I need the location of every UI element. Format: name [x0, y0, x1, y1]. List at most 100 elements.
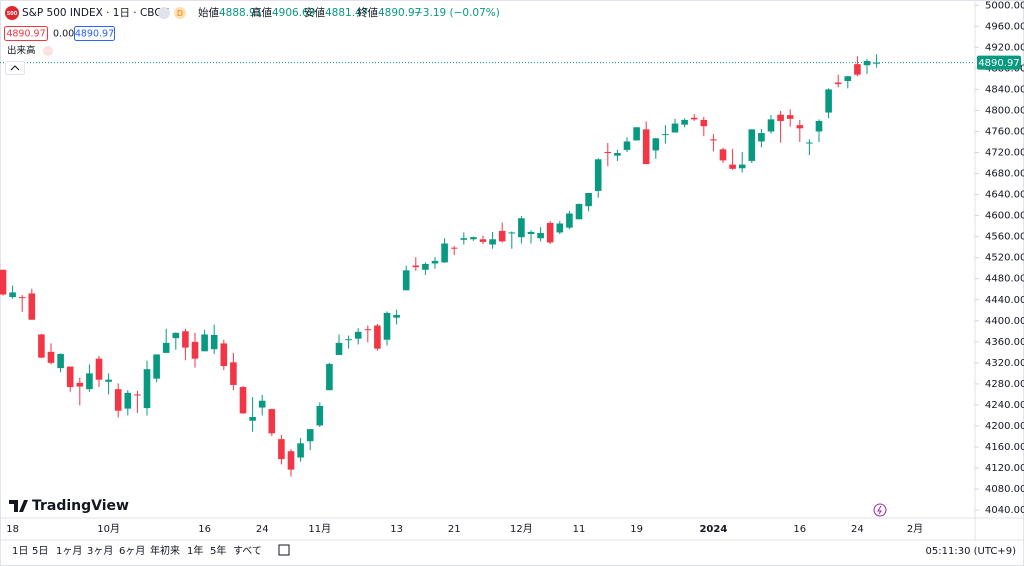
candle-body: [834, 82, 842, 85]
candle-body: [134, 394, 141, 396]
candle-body: [335, 342, 343, 355]
candle-body: [297, 443, 304, 458]
x-tick-label: 10月: [97, 523, 120, 535]
range-button[interactable]: 5日: [32, 546, 48, 557]
candle-body: [326, 363, 333, 391]
range-button[interactable]: 年初来: [150, 544, 180, 557]
candle-body: [86, 373, 93, 390]
candle-body: [249, 417, 256, 421]
close-value: 4890.97: [378, 7, 421, 19]
candle-body: [719, 149, 727, 161]
clock: 05:11:30 (UTC+9): [926, 546, 1017, 557]
open-value: 4888.91: [219, 7, 262, 19]
candle-body: [306, 429, 314, 442]
close-label: 終値: [357, 6, 378, 19]
candle-body: [57, 353, 64, 369]
range-button[interactable]: 1年: [187, 544, 203, 557]
candle-body: [767, 119, 775, 132]
range-button[interactable]: 1ヶ月: [56, 545, 82, 557]
interval-badge-text: D: [177, 9, 183, 18]
y-tick-label: 4560.00: [985, 232, 1024, 243]
status-dot: [158, 7, 170, 19]
y-tick-label: 4480.00: [985, 274, 1024, 285]
x-tick-label: 2月: [907, 523, 923, 535]
range-toolbar: 1日 5日 1ヶ月 3ヶ月 6ヶ月 年初来 1年 5年 すべて: [12, 544, 262, 557]
y-tick-label: 4160.00: [985, 442, 1024, 453]
candle-body: [566, 213, 573, 228]
candle-body: [393, 315, 400, 318]
candle-body: [537, 232, 544, 239]
collapse-button[interactable]: [5, 61, 25, 75]
volume-label[interactable]: 出来高: [7, 45, 36, 57]
sell-box[interactable]: [4, 26, 48, 41]
y-tick-label: 5000.00: [985, 0, 1024, 11]
candle-body: [153, 354, 160, 379]
candle-body: [854, 64, 861, 75]
candle-body: [182, 331, 189, 348]
sell-price: 4890.97: [6, 29, 45, 40]
candle-body: [623, 141, 631, 150]
candle-body: [815, 120, 823, 132]
candle-body: [700, 119, 708, 127]
low-value: 4881.47: [325, 7, 368, 19]
candle-body: [220, 343, 228, 367]
tv-logo-text: TradingView: [32, 498, 129, 514]
buy-box[interactable]: [74, 26, 115, 41]
x-tick-label: 21: [448, 524, 461, 535]
candle-body: [316, 405, 324, 426]
candle-body: [364, 329, 372, 331]
x-tick-label: 19: [630, 524, 643, 535]
candle-body: [258, 400, 266, 408]
range-button[interactable]: 6ヶ月: [119, 545, 145, 557]
range-button[interactable]: 3ヶ月: [87, 545, 113, 557]
candle-body: [354, 331, 362, 339]
candle-body: [0, 269, 7, 295]
y-tick-label: 4720.00: [985, 148, 1024, 159]
y-tick-label: 4080.00: [985, 484, 1024, 495]
x-tick-label: 24: [256, 524, 269, 535]
y-tick-label: 4400.00: [985, 316, 1024, 327]
candle-body: [825, 89, 832, 113]
candle-body: [345, 339, 352, 341]
y-tick-label: 4360.00: [985, 337, 1024, 348]
candle-body: [18, 297, 26, 299]
last-price-label: 4890.97: [978, 58, 1019, 69]
candle-body: [450, 247, 458, 249]
y-tick-label: 4440.00: [985, 295, 1024, 306]
y-tick-label: 4240.00: [985, 400, 1024, 411]
x-tick-label: 2024: [699, 524, 727, 535]
date-range-icon[interactable]: [278, 544, 290, 556]
x-tick-label: 16: [793, 524, 806, 535]
candle-body: [748, 129, 756, 161]
candle-body: [191, 341, 199, 359]
y-tick-label: 4680.00: [985, 169, 1024, 180]
candle-body: [210, 334, 218, 350]
candle-body: [422, 263, 429, 270]
candle-body: [652, 138, 660, 151]
candle-body: [460, 238, 468, 240]
plot: 4040.00 4080.00 4120.00 4160.00 4200.00 4240.…: [0, 0, 1024, 535]
range-button[interactable]: すべて: [233, 545, 262, 557]
open-label: 始値: [198, 6, 219, 19]
range-button[interactable]: 1日: [12, 546, 28, 557]
y-tick-label: 4640.00: [985, 190, 1024, 201]
candle-body: [230, 362, 237, 385]
candle-body: [518, 218, 525, 238]
candle-body: [690, 117, 698, 120]
candle-body: [201, 334, 208, 352]
candle-body: [556, 223, 564, 233]
candle-body: [642, 129, 650, 165]
interval-badge: [174, 7, 186, 19]
symbol-title[interactable]: S&P 500 INDEX · 1日 · CBOE: [22, 7, 169, 19]
candle-body: [681, 119, 688, 125]
candle-body: [863, 61, 871, 66]
range-button[interactable]: 5年: [210, 544, 226, 557]
symbol-logo: [5, 6, 19, 20]
candle-body: [402, 270, 410, 291]
high-value: 4906.69: [272, 7, 315, 19]
candle-body: [489, 239, 496, 245]
candle-body: [614, 153, 621, 156]
events-icon[interactable]: [873, 503, 887, 517]
